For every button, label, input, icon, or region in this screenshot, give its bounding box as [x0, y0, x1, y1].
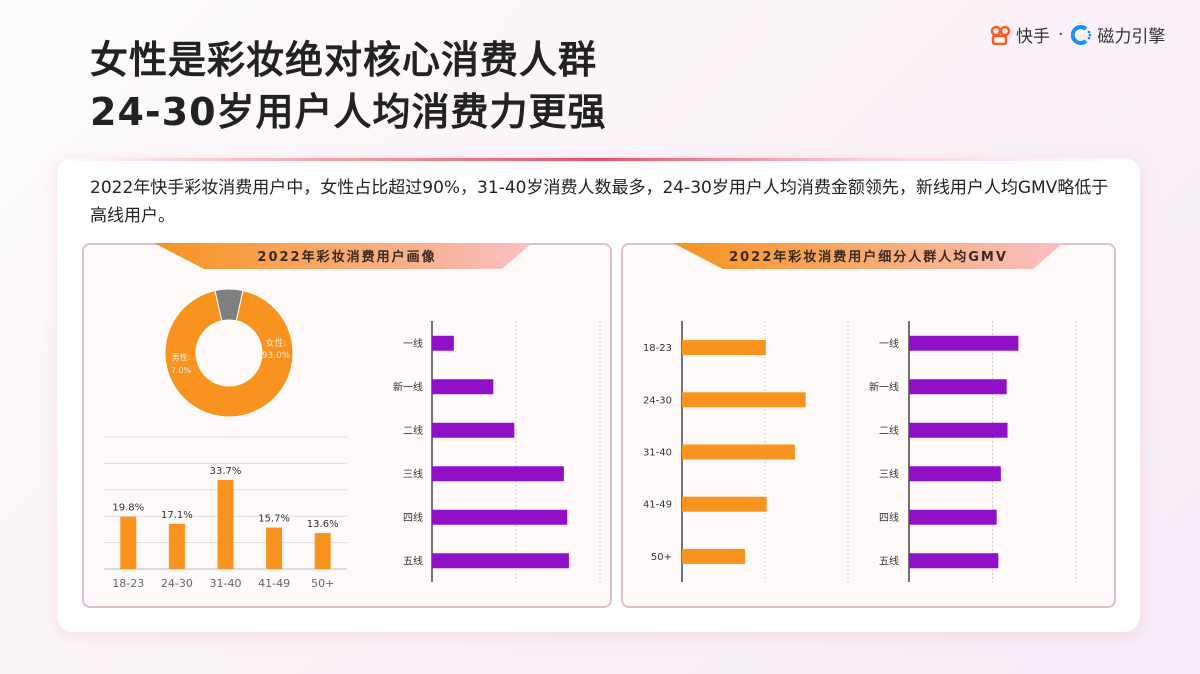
bar-五线	[432, 553, 569, 569]
bar-50+	[314, 533, 331, 569]
cili-logo-icon	[1071, 24, 1092, 45]
tick-label: 五线	[403, 554, 423, 567]
tick-label: 五线	[879, 554, 899, 567]
tick-label: 18-23	[643, 343, 672, 354]
bar-31-40	[217, 480, 234, 569]
panel-title: 2022年彩妆消费用户画像	[257, 250, 437, 265]
gmv-panel: 2022年彩妆消费用户细分人群人均GMV	[621, 243, 1116, 608]
bar-一线	[432, 335, 454, 351]
bar-18-23	[120, 516, 137, 569]
tick-label: 三线	[879, 467, 899, 480]
bar-三线	[432, 466, 564, 482]
bar-四线	[432, 509, 568, 525]
bar-50+	[682, 548, 746, 564]
tick-label: 新一线	[393, 380, 423, 393]
tick-label: 二线	[879, 424, 899, 437]
tick-label: 三线	[403, 467, 423, 480]
tick-label: 四线	[403, 511, 423, 524]
tick-label: 41-49	[258, 577, 290, 590]
bar-24-30	[682, 392, 806, 408]
tick-label: 一线	[879, 337, 899, 350]
donut-label: 男性:	[172, 352, 191, 362]
page-title: 女性是彩妆绝对核心消费人群 24-30岁用户人均消费力更强	[90, 34, 607, 138]
donut-slice-0	[164, 289, 294, 418]
bar-五线	[909, 553, 999, 569]
donut-value: 93.0%	[262, 351, 291, 361]
tick-label: 24-30	[161, 577, 193, 590]
bar-31-40	[682, 444, 795, 460]
bar-三线	[909, 466, 1001, 482]
data-label: 13.6%	[307, 519, 339, 530]
bar-二线	[432, 422, 515, 438]
bar-一线	[909, 335, 1019, 351]
brand-cili: 磁力引擎	[1097, 27, 1166, 47]
bar-新一线	[432, 379, 494, 395]
tick-label: 18-23	[112, 577, 144, 590]
data-label: 33.7%	[210, 466, 242, 477]
data-label: 15.7%	[258, 514, 290, 525]
title-line-1: 女性是彩妆绝对核心消费人群	[90, 38, 598, 82]
title-line-2: 24-30岁用户人均消费力更强	[90, 90, 607, 134]
bar-24-30	[168, 523, 185, 569]
tick-label: 50+	[651, 552, 672, 563]
description: 2022年快手彩妆消费用户中，女性占比超过90%，31-40岁消费人数最多，24…	[90, 178, 1109, 226]
tick-label: 41-49	[643, 500, 672, 511]
data-label: 17.1%	[161, 510, 193, 521]
brand-separator: ·	[1058, 24, 1064, 45]
brand-logo: 快手 · 磁力引擎	[990, 22, 1165, 47]
kuaishou-logo-icon	[990, 25, 1011, 45]
tick-label: 新一线	[869, 380, 899, 393]
brand-kuaishou: 快手	[1016, 27, 1050, 47]
bar-18-23	[682, 340, 766, 356]
donut-value: 7.0%	[171, 366, 192, 375]
bar-新一线	[909, 379, 1007, 395]
bar-二线	[909, 422, 1008, 438]
tick-label: 50+	[311, 577, 334, 590]
data-label: 19.8%	[112, 503, 144, 514]
tick-label: 31-40	[210, 577, 242, 590]
tick-label: 二线	[403, 424, 423, 437]
tick-label: 31-40	[643, 448, 672, 459]
tick-label: 四线	[879, 511, 899, 524]
donut-label: 女性:	[265, 337, 286, 349]
tick-label: 一线	[403, 337, 423, 350]
bar-四线	[909, 509, 997, 525]
bar-41-49	[266, 527, 283, 569]
donut-slice-1	[214, 288, 244, 322]
tick-label: 24-30	[643, 395, 672, 406]
bar-41-49	[682, 496, 767, 512]
panel-title: 2022年彩妆消费用户细分人群人均GMV	[729, 250, 1008, 265]
